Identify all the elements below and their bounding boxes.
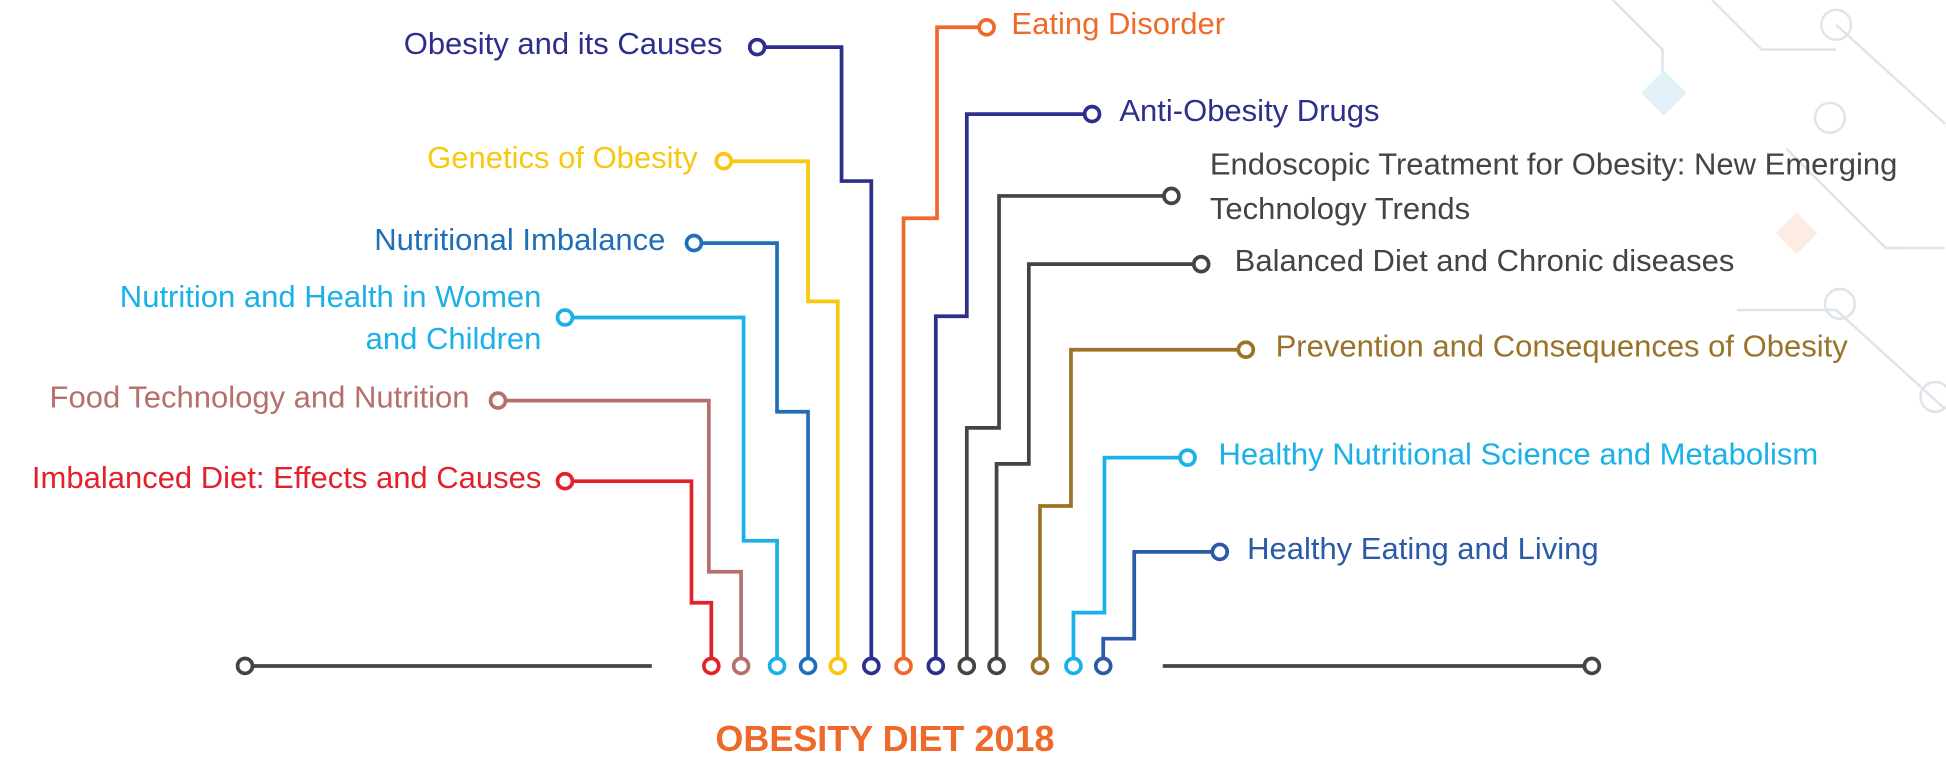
topic-label: Obesity and its Causes [404, 26, 723, 61]
topic-label: Anti-Obesity Drugs [1119, 93, 1379, 128]
topic-label: Balanced Diet and Chronic diseases [1235, 243, 1735, 278]
topic-label: Food Technology and Nutrition [50, 380, 470, 415]
label-node [1194, 257, 1209, 272]
bottom-node [1033, 659, 1048, 674]
bottom-node [928, 659, 943, 674]
bottom-node [896, 659, 911, 674]
bottom-node [734, 659, 749, 674]
baseline-node [1584, 659, 1599, 674]
label-node [750, 40, 765, 55]
bottom-node [989, 659, 1004, 674]
topic-label: Healthy Nutritional Science and Metaboli… [1219, 437, 1819, 472]
connector [904, 27, 987, 666]
connector [1103, 552, 1220, 666]
bottom-node [959, 659, 974, 674]
label-node [687, 236, 702, 251]
page: {"title": "OBESITY DIET 2018", "topics":… [0, 0, 1946, 759]
diagram: OBESITY DIET 2018 Imbalanced Diet: Effec… [0, 0, 1946, 759]
bottom-node [801, 659, 816, 674]
timeline [238, 659, 1600, 674]
bottom-node [1096, 659, 1111, 674]
bottom-node [770, 659, 785, 674]
topic-label: Nutritional Imbalance [374, 222, 665, 257]
connector [498, 401, 741, 666]
topic-label: Endoscopic Treatment for Obesity: New Em… [1210, 146, 1897, 181]
label-node [1085, 107, 1100, 122]
label-node [1238, 342, 1253, 357]
topic-label: Genetics of Obesity [427, 140, 698, 175]
label-node [716, 154, 731, 169]
connector [565, 317, 777, 665]
topic-label: Technology Trends [1210, 191, 1470, 226]
label-node [491, 393, 506, 408]
bottom-node [830, 659, 845, 674]
topic-label: and Children [366, 321, 542, 356]
label-node [979, 20, 994, 35]
bottom-node [704, 659, 719, 674]
baseline-node [238, 659, 253, 674]
bottom-node [1066, 659, 1081, 674]
bottom-node [864, 659, 879, 674]
topic-label: Nutrition and Health in Women [120, 279, 542, 314]
label-node [1180, 450, 1195, 465]
label-node [558, 474, 573, 489]
label-node [1164, 189, 1179, 204]
connector [757, 47, 871, 666]
topic-label: Eating Disorder [1011, 6, 1225, 41]
connector [565, 481, 711, 666]
connector [1040, 350, 1246, 666]
title: OBESITY DIET 2018 [715, 718, 1054, 759]
topic-label: Healthy Eating and Living [1247, 531, 1599, 566]
label-node [1212, 544, 1227, 559]
connector [997, 264, 1202, 666]
topic-label: Imbalanced Diet: Effects and Causes [32, 460, 542, 495]
connector [1073, 458, 1187, 666]
label-node [558, 310, 573, 325]
topic-label: Prevention and Consequences of Obesity [1276, 329, 1849, 364]
